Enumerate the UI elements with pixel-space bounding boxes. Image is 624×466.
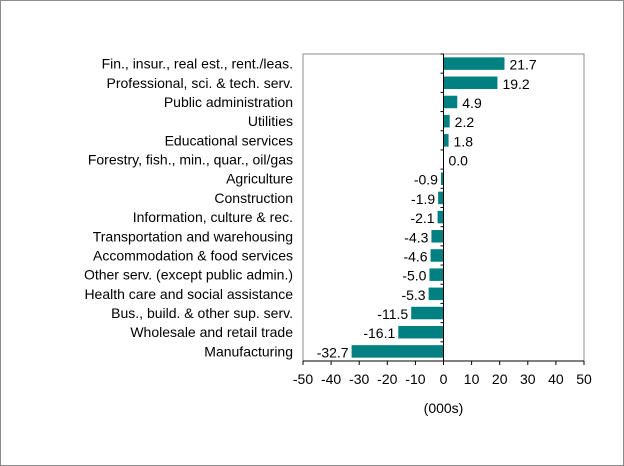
value-label: -16.1 — [363, 325, 395, 341]
category-label: Educational services — [165, 132, 293, 148]
value-label: 21.7 — [509, 57, 536, 73]
x-tick-label: 40 — [548, 371, 564, 387]
value-label: -32.7 — [317, 344, 349, 360]
category-label: Information, culture & rec. — [133, 209, 293, 225]
x-axis: -50 -40 -30 -20 -10 0 10 20 30 40 50 — [293, 53, 592, 387]
x-tick-label: -50 — [293, 371, 313, 387]
category-label: Accommodation & food services — [93, 247, 293, 263]
value-label: 1.8 — [454, 133, 474, 149]
bar — [428, 287, 444, 301]
bars — [351, 57, 505, 358]
value-label: -4.3 — [404, 229, 428, 245]
x-tick-label: -20 — [377, 371, 397, 387]
value-label: -4.6 — [403, 248, 427, 264]
category-label: Transportation and warehousing — [93, 228, 293, 244]
category-label: Other serv. (except public admin.) — [84, 267, 293, 283]
bar — [429, 268, 444, 281]
category-label: Manufacturing — [204, 343, 293, 359]
bar — [438, 191, 444, 205]
category-label: Agriculture — [226, 171, 293, 187]
x-tick-label: 0 — [440, 371, 448, 387]
value-labels: 21.7 19.2 4.9 2.2 1.8 0.0 -0.9 -1.9 -2.1 -4.3 -4.6… — [317, 57, 537, 361]
bar — [443, 76, 498, 90]
value-label: -5.0 — [402, 268, 426, 284]
x-tick-label: -10 — [405, 371, 425, 387]
bar — [443, 95, 458, 109]
bar — [443, 57, 505, 70]
value-label: -11.5 — [377, 306, 408, 322]
value-label: -5.3 — [401, 287, 425, 303]
x-tick-label: -40 — [321, 371, 341, 387]
x-tick-label: 20 — [492, 371, 508, 387]
category-label: Forestry, fish., min., quar., oil/gas — [88, 152, 293, 168]
category-labels: Fin., insur., real est., rent./leas. Prof… — [84, 56, 293, 360]
bar — [437, 210, 444, 224]
value-label: 4.9 — [462, 95, 482, 111]
bar — [443, 134, 449, 147]
x-axis-label: (000s) — [424, 400, 464, 416]
value-label: -0.9 — [414, 172, 438, 188]
x-tick-label: -30 — [349, 371, 369, 387]
value-label: 0.0 — [449, 153, 469, 169]
value-label: -2.1 — [410, 210, 434, 226]
category-label: Wholesale and retail trade — [130, 324, 293, 340]
bar — [351, 345, 444, 358]
x-tick-label: 50 — [576, 371, 592, 387]
value-label: 19.2 — [502, 76, 529, 92]
category-label: Public administration — [164, 94, 293, 110]
bar — [430, 249, 444, 262]
value-label: 2.2 — [455, 114, 475, 130]
category-label: Health care and social assistance — [84, 286, 293, 302]
bar — [411, 306, 444, 320]
category-label: Construction — [214, 190, 293, 206]
category-label: Fin., insur., real est., rent./leas. — [102, 56, 293, 72]
category-label: Utilities — [248, 113, 293, 129]
category-label: Bus., build. & other sup. serv. — [111, 305, 293, 321]
x-tick-label: 10 — [464, 371, 480, 387]
bar — [440, 172, 444, 185]
bar — [398, 325, 444, 339]
value-label: -1.9 — [411, 191, 435, 207]
bar — [443, 114, 450, 128]
x-tick-label: 30 — [520, 371, 536, 387]
category-label: Professional, sci. & tech. serv. — [107, 75, 293, 91]
bar — [431, 230, 444, 243]
